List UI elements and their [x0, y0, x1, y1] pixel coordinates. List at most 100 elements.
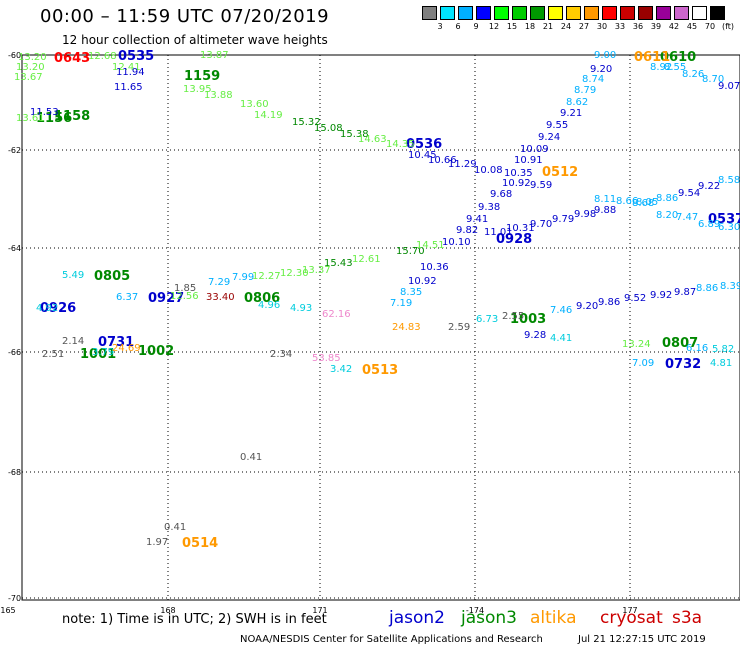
wave-height-value: 10.45 [408, 150, 437, 161]
colorbar-swatch [422, 6, 437, 20]
longitude-label: -174 [466, 606, 484, 615]
wave-height-value: 12.56 [170, 291, 199, 302]
legend-jason2: jason2 [389, 608, 445, 628]
wave-height-value: 13.61 [16, 113, 45, 124]
wave-height-value: 9.00 [594, 50, 616, 61]
wave-height-value: 13.24 [622, 339, 651, 350]
wave-height-value: 53.85 [312, 353, 341, 364]
wave-height-value: 8.20 [656, 210, 678, 221]
longitude-label: 171 [312, 606, 327, 615]
wave-height-value: 8.55 [664, 62, 686, 73]
wave-height-value: 2.55 [502, 311, 524, 322]
colorbar-swatch [548, 6, 563, 20]
wave-height-value: 8.86 [656, 193, 678, 204]
map-frame [21, 54, 740, 601]
wave-height-value: 14.51 [416, 240, 445, 251]
wave-height-value: 3.42 [330, 364, 352, 375]
wave-height-value: 9.88 [594, 205, 616, 216]
colorbar-label: 39 [650, 22, 662, 31]
wave-height-value: 8.11 [594, 194, 616, 205]
wave-height-value: 7.29 [208, 277, 230, 288]
longitude-label: 177 [622, 606, 637, 615]
wave-height-value: 10.36 [420, 262, 449, 273]
wave-height-value: 9.68 [490, 189, 512, 200]
wave-height-value: 15.38 [340, 129, 369, 140]
colorbar-swatch [440, 6, 455, 20]
wave-height-value: 24.83 [392, 322, 421, 333]
wave-height-value: 10.10 [442, 237, 471, 248]
colorbar-swatch [512, 6, 527, 20]
wave-height-value: 2.34 [270, 349, 292, 360]
pass-time-label: 0536 [406, 137, 442, 152]
colorbar-label: 36 [632, 22, 644, 31]
wave-height-value: 5.49 [62, 270, 84, 281]
wave-height-value: 13.88 [204, 90, 233, 101]
latitude-label: -62 [8, 146, 21, 155]
wave-height-value: 24.69 [112, 343, 141, 354]
wave-height-value: 8.58 [718, 175, 740, 186]
wave-height-value: 11.01 [484, 227, 513, 238]
wave-height-value: 13.60 [240, 99, 269, 110]
colorbar-label: 6 [455, 22, 461, 31]
wave-height-value: 4.93 [290, 303, 312, 314]
colorbar-swatch [566, 6, 581, 20]
legend-s3a: s3a [672, 608, 703, 628]
wave-height-value: 12.27 [252, 271, 281, 282]
wave-height-value: 14.19 [254, 110, 283, 121]
wave-height-value: 9.70 [530, 219, 552, 230]
wave-height-value: 9.79 [552, 214, 574, 225]
colorbar-label: 12 [488, 22, 500, 31]
wave-height-value: 9.92 [650, 290, 672, 301]
pass-time-label: 1002 [138, 344, 174, 359]
latitude-label: -66 [8, 348, 21, 357]
wave-height-value: 4.41 [550, 333, 572, 344]
colorbar-swatch [584, 6, 599, 20]
wave-height-value: 8.39 [720, 281, 740, 292]
wave-height-value: 9.38 [478, 202, 500, 213]
wave-height-value: 33.40 [206, 292, 235, 303]
wave-height-value: 8.86 [696, 283, 718, 294]
wave-height-value: 9.54 [678, 188, 700, 199]
colorbar-swatch [638, 6, 653, 20]
wave-height-value: 7.19 [390, 298, 412, 309]
colorbar-swatch [458, 6, 473, 20]
wave-height-value: 6.16 [686, 343, 708, 354]
wave-height-value: 13.95 [183, 84, 212, 95]
wave-height-value: 11.53 [30, 107, 59, 118]
longitude-label: 168 [160, 606, 175, 615]
wave-height-value: 15.32 [292, 117, 321, 128]
wave-height-value: 4.81 [710, 358, 732, 369]
wave-height-value: 8.68 [632, 198, 654, 209]
colorbar-swatch [602, 6, 617, 20]
wave-height-value: 13.37 [302, 265, 331, 276]
wave-height-value: 6.89 [698, 219, 720, 230]
colorbar-label: 27 [578, 22, 590, 31]
wave-height-value: 8.35 [400, 287, 422, 298]
wave-height-value: 12.68 [88, 51, 117, 62]
pass-time-label: 1158 [54, 109, 90, 124]
wave-height-value: 13.87 [200, 50, 229, 61]
wave-height-value: 15.70 [396, 246, 425, 257]
wave-height-value: 8.62 [566, 97, 588, 108]
colorbar-label: 21 [542, 22, 554, 31]
wave-height-value: 9.07 [718, 81, 740, 92]
wave-height-value: 9.41 [466, 214, 488, 225]
wave-height-value: 7.46 [550, 305, 572, 316]
wave-height-value: 5.82 [712, 344, 734, 355]
wave-height-value: 10.66 [428, 155, 457, 166]
pass-time-label: 0611 [634, 50, 670, 65]
pass-time-label: 1001 [80, 347, 116, 362]
pass-time-label: 0643 [54, 51, 90, 66]
latitude-label: -60 [8, 51, 21, 60]
latitude-label: -70 [8, 594, 21, 603]
wave-height-value: 1.97 [146, 537, 168, 548]
wave-height-value: 10.09 [520, 144, 549, 155]
colorbar-label: 15 [506, 22, 518, 31]
wave-height-value: 14.35 [386, 139, 415, 150]
colorbar-label: 24 [560, 22, 572, 31]
wave-height-value: 2.59 [448, 322, 470, 333]
wave-height-value: 11.65 [114, 82, 143, 93]
page-title: 00:00 – 11:59 UTC 07/20/2019 [40, 6, 330, 27]
pass-time-label: 0807 [662, 336, 698, 351]
wave-height-value: 4.92 [36, 303, 58, 314]
